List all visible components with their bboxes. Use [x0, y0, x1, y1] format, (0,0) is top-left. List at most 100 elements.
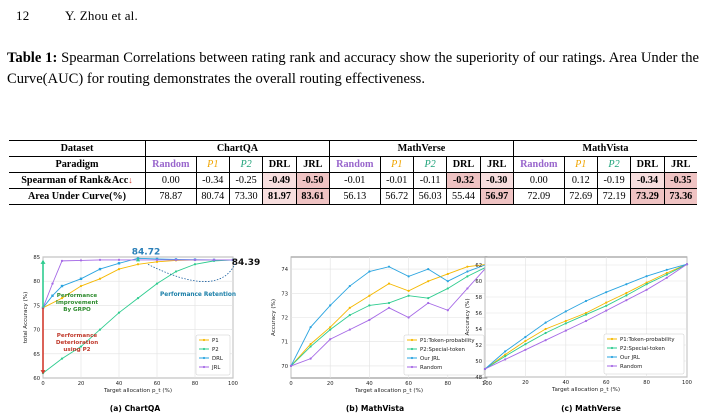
legend-entry: P2:Special-token	[420, 347, 465, 353]
y-tick-label: 70	[33, 328, 40, 334]
data-point	[446, 272, 449, 276]
x-tick-label: 60	[405, 381, 412, 387]
legend-marker	[610, 355, 614, 359]
table-cell: 55.44	[446, 188, 481, 205]
y-tick-label: 80	[33, 279, 40, 285]
legend-entry: P2	[212, 347, 219, 353]
data-point	[427, 301, 430, 305]
dataset-chartqa: ChartQA	[145, 140, 330, 157]
data-point	[348, 313, 351, 317]
caption-text: Spearman Correlations between rating ran…	[7, 50, 699, 87]
table-cell: -0.34	[630, 172, 665, 189]
table-cell: -0.19	[596, 172, 631, 189]
data-point	[79, 345, 83, 348]
dataset-mathvista: MathVista	[512, 140, 697, 157]
deterioration-label: Performance	[57, 333, 98, 339]
peak-marker	[136, 257, 140, 262]
data-point	[605, 291, 608, 294]
data-point	[504, 353, 507, 356]
data-point	[483, 367, 487, 371]
data-point	[79, 284, 83, 288]
data-point	[329, 328, 332, 331]
data-point	[155, 282, 159, 285]
x-tick-label: 100	[228, 381, 238, 387]
col-random: Random	[145, 156, 197, 173]
y-tick-label: 54	[475, 327, 482, 333]
legend-entry: P2:Special-token	[620, 346, 665, 352]
table-cell: 56.03	[412, 188, 447, 205]
y-tick-label: 58	[475, 295, 482, 301]
table-cell: 72.69	[563, 188, 598, 205]
chart-panel: 48 50 52 54 56 58 60 62 0 20 40 60 80 100 Target alloc…	[465, 256, 692, 413]
data-point	[368, 318, 371, 322]
y-tick-label: 62	[475, 263, 482, 269]
table-cell: 56.72	[379, 188, 414, 205]
caption-label: Table 1:	[7, 50, 58, 66]
legend-box	[603, 333, 685, 375]
data-point	[231, 258, 235, 262]
table-caption: Table 1: Spearman Correlations between r…	[7, 48, 699, 89]
paradigm-header: Paradigm	[9, 156, 146, 173]
table-cell: 81.97	[262, 188, 297, 205]
col-jrl: JRL	[479, 156, 514, 173]
legend-entry: Random	[620, 364, 642, 370]
legend-entry: P1	[212, 338, 219, 344]
results-table: Dataset ChartQA MathVerse MathVista Para…	[9, 140, 697, 205]
retention-arc	[147, 263, 236, 282]
data-point	[665, 271, 668, 275]
col-p1: P1	[563, 156, 598, 173]
x-axis-label: Target allocation p_t (%)	[354, 388, 423, 394]
legend-box	[195, 334, 231, 376]
table-cell: -0.01	[379, 172, 414, 189]
legend-marker	[410, 347, 414, 351]
data-point	[564, 310, 567, 313]
page-number: 12	[16, 8, 30, 23]
y-tick-label: 60	[475, 279, 482, 285]
data-point	[584, 311, 588, 315]
y-tick-label: 73	[281, 291, 288, 297]
x-tick-label: 40	[562, 380, 569, 386]
data-point	[60, 259, 64, 262]
table-cell: 80.74	[195, 188, 230, 205]
legend-marker	[202, 365, 206, 369]
data-point	[51, 294, 54, 297]
data-point	[665, 276, 668, 279]
data-point	[645, 281, 648, 284]
data-point	[446, 309, 449, 312]
data-point	[427, 297, 430, 300]
y-axis-label: Accuracy (%)	[465, 299, 471, 336]
data-point	[524, 348, 527, 351]
data-point	[407, 294, 410, 297]
legend-entry: DRL	[212, 356, 223, 362]
col-random: Random	[328, 156, 381, 173]
data-point	[544, 339, 547, 342]
col-p2: P2	[596, 156, 631, 173]
data-point	[466, 287, 469, 290]
improvement-label: Performance	[57, 293, 98, 299]
data-point	[446, 280, 449, 283]
col-p2: P2	[412, 156, 447, 173]
data-point	[625, 291, 628, 295]
table-cell: 72.19	[596, 188, 631, 205]
table-cell: 0.00	[512, 172, 565, 189]
data-point	[564, 329, 567, 332]
x-tick-label: 80	[643, 380, 650, 386]
legend-entry: Random	[420, 365, 442, 371]
data-point	[368, 270, 371, 273]
data-point	[407, 316, 410, 319]
data-point	[98, 267, 102, 271]
end-label: 84.39	[232, 258, 260, 268]
y-tick-label: 85	[33, 255, 40, 261]
table-cell: -0.49	[262, 172, 297, 189]
data-point	[98, 258, 102, 262]
table-cell: 56.97	[479, 188, 514, 205]
improvement-label: By GRPO	[63, 307, 91, 313]
data-point	[645, 288, 648, 291]
data-point	[387, 265, 391, 268]
deterioration-label: Deterioration	[56, 340, 98, 346]
y-tick-label: 74	[281, 267, 288, 273]
figure-subcaption: (a) ChartQA	[110, 404, 161, 413]
data-point	[60, 357, 64, 360]
data-point	[60, 297, 64, 300]
x-tick-label: 0	[289, 381, 292, 387]
